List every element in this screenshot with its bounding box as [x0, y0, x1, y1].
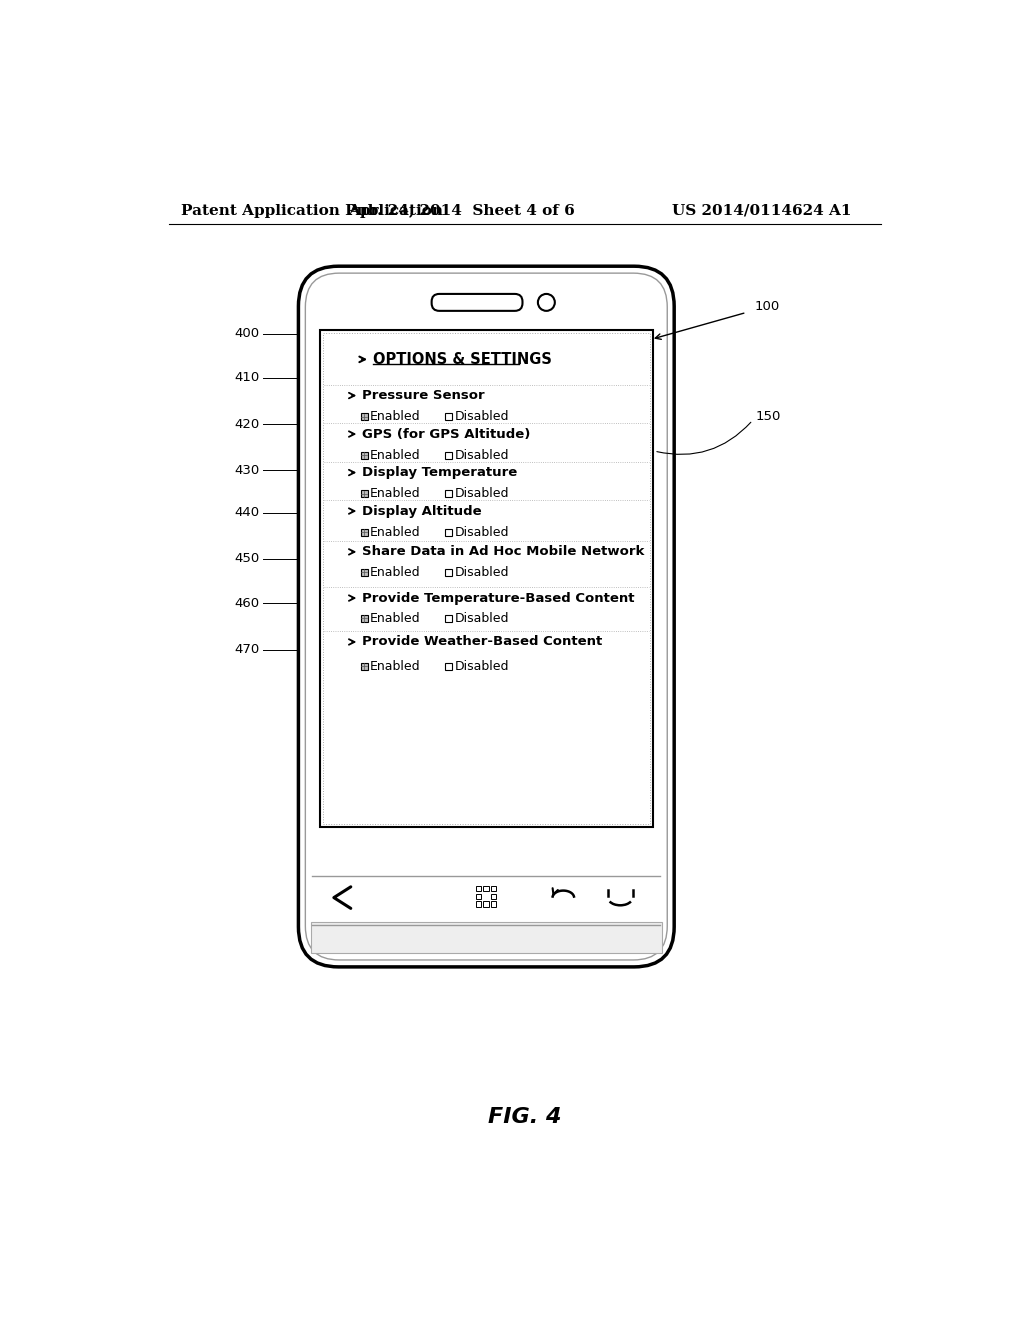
Bar	[360, 451, 368, 459]
Bar	[323, 333, 649, 824]
Bar	[445, 569, 453, 576]
Bar	[475, 894, 481, 899]
Bar	[445, 615, 453, 622]
Text: Share Data in Ad Hoc Mobile Network: Share Data in Ad Hoc Mobile Network	[362, 545, 645, 558]
Text: US 2014/0114624 A1: US 2014/0114624 A1	[672, 203, 852, 218]
Text: 410: 410	[234, 371, 260, 384]
Text: Apr. 24, 2014  Sheet 4 of 6: Apr. 24, 2014 Sheet 4 of 6	[348, 203, 575, 218]
Bar	[490, 886, 497, 891]
Text: Patent Application Publication: Patent Application Publication	[180, 203, 442, 218]
Text: Display Temperature: Display Temperature	[362, 466, 517, 479]
Bar	[360, 569, 368, 576]
Text: Disabled: Disabled	[455, 525, 509, 539]
Bar	[483, 902, 488, 907]
Bar	[445, 529, 453, 536]
Text: Provide Temperature-Based Content: Provide Temperature-Based Content	[362, 591, 635, 605]
Bar	[360, 529, 368, 536]
Bar	[360, 490, 368, 498]
Text: GPS (for GPS Altitude): GPS (for GPS Altitude)	[362, 428, 530, 441]
Text: 400: 400	[234, 327, 260, 341]
Text: Enabled: Enabled	[370, 449, 421, 462]
Bar	[360, 413, 368, 420]
Bar	[475, 902, 481, 907]
Bar	[490, 902, 497, 907]
FancyBboxPatch shape	[298, 267, 674, 966]
Text: Provide Weather-Based Content: Provide Weather-Based Content	[362, 635, 602, 648]
Bar	[445, 663, 453, 669]
FancyBboxPatch shape	[432, 294, 522, 312]
Text: Enabled: Enabled	[370, 660, 421, 673]
Text: Enabled: Enabled	[370, 525, 421, 539]
Text: Enabled: Enabled	[370, 566, 421, 578]
Text: 440: 440	[234, 506, 260, 519]
Text: 430: 430	[234, 463, 260, 477]
Text: Disabled: Disabled	[455, 449, 509, 462]
Bar	[475, 886, 481, 891]
Text: Disabled: Disabled	[455, 566, 509, 578]
Text: Pressure Sensor: Pressure Sensor	[362, 389, 485, 403]
Text: Enabled: Enabled	[370, 487, 421, 500]
Text: Enabled: Enabled	[370, 612, 421, 624]
Text: 150: 150	[756, 409, 781, 422]
Bar	[445, 413, 453, 420]
Bar	[483, 886, 488, 891]
Bar	[445, 451, 453, 459]
Text: 450: 450	[234, 552, 260, 565]
Bar	[445, 490, 453, 498]
Text: Enabled: Enabled	[370, 411, 421, 424]
Text: 460: 460	[234, 597, 260, 610]
Text: 470: 470	[234, 643, 260, 656]
Text: Disabled: Disabled	[455, 487, 509, 500]
Bar	[360, 663, 368, 669]
Text: OPTIONS & SETTINGS: OPTIONS & SETTINGS	[373, 352, 552, 367]
Text: Disabled: Disabled	[455, 411, 509, 424]
Bar	[310, 923, 662, 953]
Text: Disabled: Disabled	[455, 612, 509, 624]
Circle shape	[538, 294, 555, 312]
Text: Disabled: Disabled	[455, 660, 509, 673]
Text: 100: 100	[755, 300, 779, 313]
Text: Display Altitude: Display Altitude	[362, 504, 482, 517]
Bar	[360, 615, 368, 622]
Text: FIG. 4: FIG. 4	[488, 1107, 561, 1127]
Text: 420: 420	[234, 417, 260, 430]
Bar	[490, 894, 497, 899]
Bar	[319, 330, 652, 826]
